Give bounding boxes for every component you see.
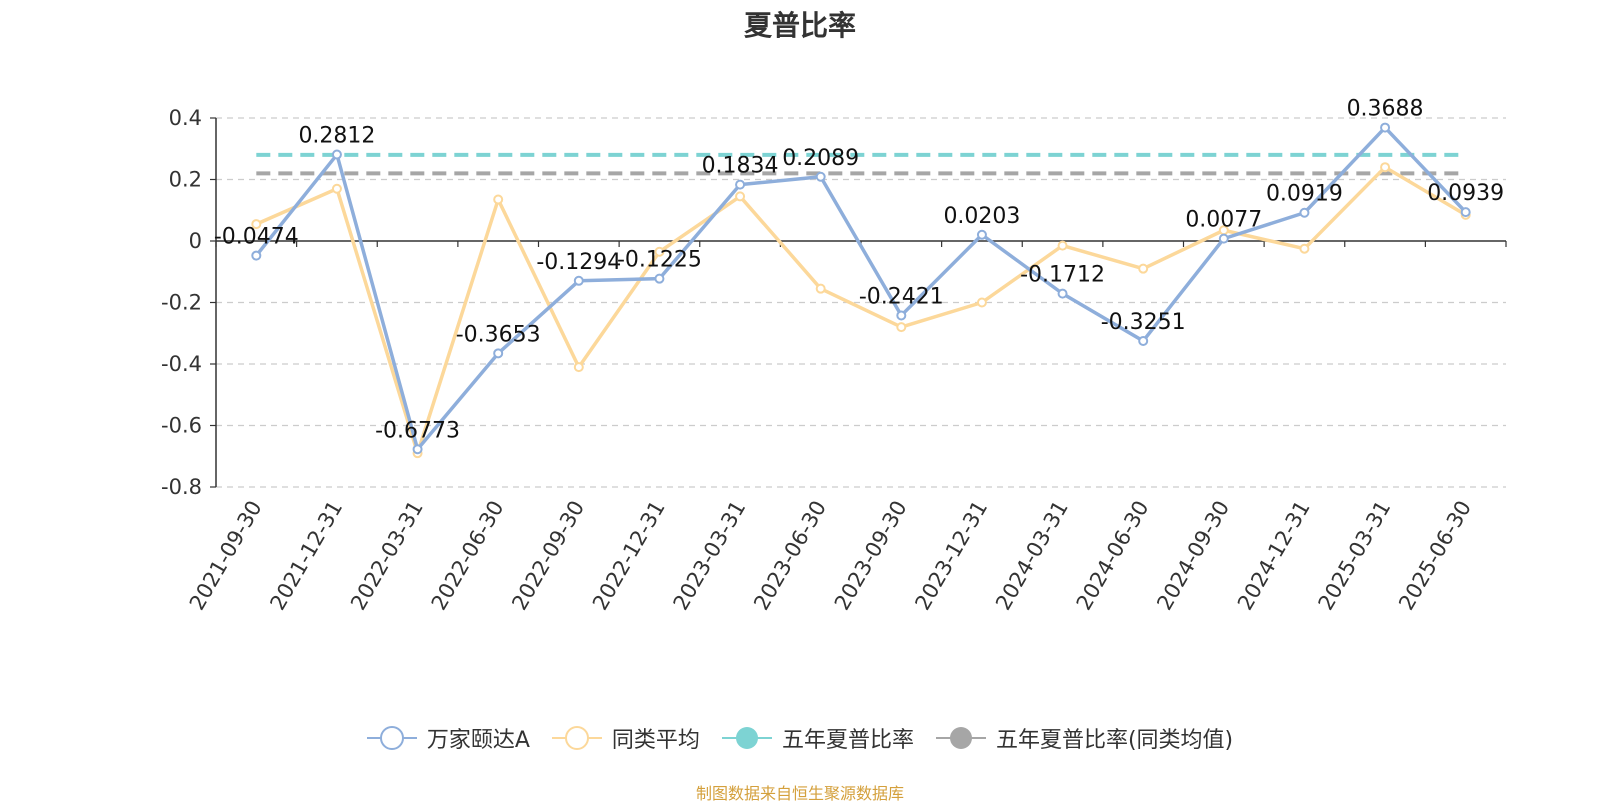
data-point [1057, 240, 1068, 251]
y-tick-label: 0 [189, 229, 202, 253]
data-point [1138, 263, 1149, 274]
data-point [1460, 207, 1471, 218]
data-label: 0.0077 [1185, 208, 1262, 233]
hollow-circle-line-icon [366, 726, 417, 750]
y-tick-label: -0.4 [161, 352, 202, 376]
data-label: 0.0939 [1427, 181, 1504, 206]
data-point [1380, 122, 1391, 133]
data-label: -0.2421 [859, 284, 944, 309]
filled-circle-line-icon [935, 727, 986, 749]
legend-label: 五年夏普比率(同类均值) [995, 728, 1234, 753]
data-point [412, 444, 423, 455]
source-note: 制图数据来自恒生聚源数据库 [695, 784, 904, 803]
y-tick-label: -0.2 [161, 291, 202, 315]
x-tick-label: 2024-12-31 [1233, 497, 1315, 615]
data-point [573, 362, 584, 373]
legend-item-five-year-peer[interactable]: 五年夏普比率(同类均值) [935, 722, 1234, 754]
legend-label: 万家颐达A [426, 728, 530, 753]
chart-title: 夏普比率 [743, 9, 856, 42]
legend: 万家颐达A 同类平均 五年夏普比率 五年夏普比率(同类均值) [0, 722, 1600, 754]
data-point [493, 348, 504, 359]
data-label: -0.1294 [536, 250, 621, 275]
data-label: -0.6773 [375, 418, 460, 443]
filled-circle-line-icon [721, 727, 772, 749]
legend-item-main[interactable]: 万家颐达A [366, 722, 530, 754]
data-point [976, 297, 987, 308]
data-point [1299, 243, 1310, 254]
x-tick-label: 2024-09-30 [1152, 497, 1234, 615]
x-tick-label: 2023-03-31 [669, 497, 751, 615]
data-point [976, 229, 987, 240]
data-point [654, 246, 665, 257]
data-point [1380, 162, 1391, 173]
data-label: -0.1712 [1020, 263, 1105, 288]
data-point [1218, 233, 1229, 244]
data-label: -0.3653 [456, 322, 541, 347]
data-point [735, 191, 746, 202]
y-tick-label: -0.6 [161, 414, 202, 438]
data-point [1299, 207, 1310, 218]
data-label: 0.2089 [782, 146, 859, 171]
data-label: 0.1834 [702, 154, 779, 179]
x-tick-label: 2022-03-31 [346, 497, 428, 615]
data-point [573, 275, 584, 286]
series-line [255, 165, 1467, 455]
legend-item-five-year[interactable]: 五年夏普比率 [721, 722, 914, 754]
x-tick-label: 2023-09-30 [830, 497, 912, 615]
data-point [896, 322, 907, 333]
legend-label: 同类平均 [611, 728, 700, 753]
data-point [331, 183, 342, 194]
data-point [735, 179, 746, 190]
x-tick-label: 2024-03-31 [991, 497, 1073, 615]
x-tick-label: 2021-12-31 [265, 497, 347, 615]
x-tick-label: 2023-06-30 [749, 497, 831, 615]
data-label: 0.2812 [298, 124, 375, 149]
data-label: 0.3688 [1347, 97, 1424, 122]
x-tick-label: 2022-12-31 [588, 497, 670, 615]
data-point [1057, 288, 1068, 299]
x-tick-label: 2023-12-31 [910, 497, 992, 615]
data-point [251, 250, 262, 261]
x-tick-label: 2024-06-30 [1072, 497, 1154, 615]
x-tick-label: 2021-09-30 [185, 497, 267, 615]
data-label: -0.3251 [1101, 310, 1186, 335]
legend-label: 五年夏普比率 [781, 728, 914, 753]
hollow-circle-line-icon [551, 726, 602, 750]
data-label: 0.0919 [1266, 182, 1343, 207]
data-point [815, 283, 826, 294]
data-label: -0.1225 [617, 248, 702, 273]
x-tick-label: 2025-06-30 [1394, 497, 1476, 615]
y-tick-label: 0.4 [169, 106, 202, 130]
data-point [896, 310, 907, 321]
x-tick-label: 2022-09-30 [507, 497, 589, 615]
y-tick-label: 0.2 [169, 168, 202, 192]
data-point [331, 149, 342, 160]
x-tick-label: 2025-03-31 [1314, 497, 1396, 615]
data-point [1138, 335, 1149, 346]
data-point [493, 194, 504, 205]
data-point [654, 273, 665, 284]
data-point [251, 219, 262, 230]
series-line [254, 125, 1467, 452]
legend-item-peer[interactable]: 同类平均 [551, 722, 700, 754]
data-label: -0.0474 [214, 225, 299, 250]
data-point [815, 171, 826, 182]
data-label: 0.0203 [943, 204, 1020, 229]
x-tick-label: 2022-06-30 [427, 497, 509, 615]
y-tick-label: -0.8 [161, 475, 202, 499]
